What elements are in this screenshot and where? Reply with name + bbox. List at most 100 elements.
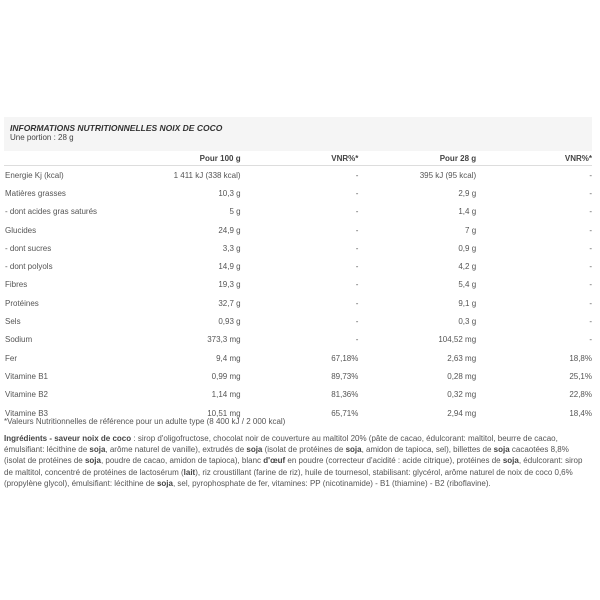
ingredient-text: : sirop d'oligofructose, chocolat noir d… bbox=[4, 434, 558, 455]
nutrient-value: 1,4 g bbox=[458, 207, 477, 217]
nutrient-value: 0,9 g bbox=[458, 243, 477, 253]
nutrition-table: Pour 100 g VNR%* Pour 28 g VNR%* Energie Kj… bbox=[4, 151, 592, 422]
table-row: Vitamine B2 1,14 mg 81,36% 0,32 mg 22,8% bbox=[4, 386, 592, 404]
nutrient-value: - bbox=[355, 317, 359, 327]
portion-size: Une portion : 28 g bbox=[10, 133, 74, 142]
ingredient-highlight: soja bbox=[493, 445, 510, 455]
nutrient-label: Glucides bbox=[5, 225, 37, 235]
ingredient-text: , poudre de cacao, amidon de tapioca), b… bbox=[100, 456, 264, 466]
nutrient-value: - bbox=[589, 298, 592, 308]
table-row: Matières grasses 10,3 g - 2,9 g - bbox=[4, 184, 592, 202]
ingredient-highlight: soja bbox=[84, 456, 101, 466]
table-row: Glucides 24,9 g - 7 g - bbox=[4, 221, 592, 239]
footnote: *Valeurs Nutritionnelles de référence po… bbox=[4, 417, 286, 426]
column-header: Pour 28 g bbox=[358, 151, 477, 166]
nutrient-label: Vitamine B2 bbox=[5, 390, 48, 400]
nutrient-label: Energie Kj (kcal) bbox=[5, 170, 64, 180]
nutrient-value: 2,9 g bbox=[458, 188, 477, 198]
nutrient-value: - bbox=[589, 225, 592, 235]
title-box: INFORMATIONS NUTRITIONNELLES NOIX DE COC… bbox=[4, 117, 592, 151]
nutrient-value: 10,51 mg bbox=[207, 408, 241, 418]
column-header bbox=[4, 151, 133, 166]
nutrient-label: - dont acides gras saturés bbox=[5, 207, 98, 217]
nutrient-label: Sodium bbox=[5, 335, 33, 345]
nutrient-value: 4,2 g bbox=[458, 262, 477, 272]
nutrient-label: Fibres bbox=[5, 280, 28, 290]
nutrient-value: 67,18% bbox=[331, 353, 359, 363]
ingredient-text: en poudre (correcteur d'acidité : acide … bbox=[285, 456, 503, 466]
table-row: Protéines 32,7 g - 9,1 g - bbox=[4, 294, 592, 312]
nutrient-value: - bbox=[589, 188, 592, 198]
page-title: INFORMATIONS NUTRITIONNELLES NOIX DE COC… bbox=[10, 123, 223, 133]
table-row: Fer 9,4 mg 67,18% 2,63 mg 18,8% bbox=[4, 349, 592, 367]
nutrient-value: 1,14 mg bbox=[211, 390, 241, 400]
nutrient-label: Sels bbox=[5, 317, 21, 327]
nutrient-value: 0,99 mg bbox=[211, 371, 241, 381]
nutrient-value: 81,36% bbox=[331, 390, 359, 400]
nutrient-label: Protéines bbox=[5, 298, 39, 308]
table-header: Pour 100 g VNR%* Pour 28 g VNR%* bbox=[4, 151, 592, 166]
nutrient-value: 2,63 mg bbox=[447, 353, 477, 363]
nutrient-value: - bbox=[589, 335, 592, 345]
nutrient-value: - bbox=[355, 243, 359, 253]
table-row: Fibres 19,3 g - 5,4 g - bbox=[4, 276, 592, 294]
nutrient-value: - bbox=[355, 298, 359, 308]
nutrient-value: - bbox=[355, 225, 359, 235]
nutrient-value: 9,1 g bbox=[458, 298, 477, 308]
nutrient-value: - bbox=[589, 170, 592, 180]
nutrient-label: Fer bbox=[5, 353, 17, 363]
nutrient-value: 5,4 g bbox=[458, 280, 477, 290]
ingredient-text: , amidon de tapioca, sel), billettes de bbox=[361, 445, 494, 455]
nutrient-label: Vitamine B1 bbox=[5, 371, 48, 381]
ingredient-highlight: soja bbox=[246, 445, 263, 455]
nutrient-value: 18,4% bbox=[569, 408, 592, 418]
ingredient-text: ), riz croustillant (farine de riz), hui… bbox=[4, 467, 573, 488]
nutrient-value: 0,28 mg bbox=[447, 371, 477, 381]
table-row: Sodium 373,3 mg - 104,52 mg - bbox=[4, 331, 592, 349]
table-row: Vitamine B3 10,51 mg 65,71% 2,94 mg 18,4% bbox=[4, 404, 592, 422]
ingredient-highlight: d'œuf bbox=[263, 456, 286, 466]
nutrient-value: 9,4 mg bbox=[216, 353, 241, 363]
nutrient-value: 24,9 g bbox=[218, 225, 241, 235]
nutrient-value: - bbox=[589, 262, 592, 272]
nutrient-value: - bbox=[589, 280, 592, 290]
ingredient-highlight: Ingrédients - saveur noix de coco bbox=[4, 434, 132, 443]
table-row: - dont acides gras saturés 5 g - 1,4 g - bbox=[4, 203, 592, 221]
nutrition-panel: INFORMATIONS NUTRITIONNELLES NOIX DE COC… bbox=[4, 117, 592, 422]
nutrient-value: 7 g bbox=[465, 225, 477, 235]
ingredient-highlight: soja bbox=[345, 445, 362, 455]
nutrient-value: - bbox=[355, 280, 359, 290]
nutrient-value: 2,94 mg bbox=[447, 408, 477, 418]
ingredient-highlight: soja bbox=[156, 478, 173, 488]
nutrient-value: 19,3 g bbox=[218, 280, 241, 290]
nutrient-label: Matières grasses bbox=[5, 188, 66, 198]
nutrient-value: - bbox=[589, 243, 592, 253]
ingredients-text: Ingrédients - saveur noix de coco : siro… bbox=[4, 433, 592, 489]
nutrient-value: 5 g bbox=[229, 207, 241, 217]
nutrient-value: 18,8% bbox=[569, 353, 592, 363]
nutrient-value: 3,3 g bbox=[222, 243, 241, 253]
ingredient-highlight: soja bbox=[89, 445, 106, 455]
table-row: Vitamine B1 0,99 mg 89,73% 0,28 mg 25,1% bbox=[4, 367, 592, 385]
nutrient-value: 373,3 mg bbox=[207, 335, 241, 345]
ingredient-text: (isolat de protéines de bbox=[262, 445, 346, 455]
ingredient-text: cacaotées 8,8% (isolat de protéines de bbox=[4, 445, 569, 466]
nutrient-value: 22,8% bbox=[569, 390, 592, 400]
nutrient-value: - bbox=[355, 170, 359, 180]
nutrient-value: - bbox=[589, 317, 592, 327]
table-row: Sels 0,93 g - 0,3 g - bbox=[4, 312, 592, 330]
nutrient-value: 0,93 g bbox=[218, 317, 241, 327]
nutrient-value: 25,1% bbox=[569, 371, 592, 381]
nutrient-value: - bbox=[355, 188, 359, 198]
nutrient-value: 104,52 mg bbox=[438, 335, 477, 345]
nutrient-value: - bbox=[355, 262, 359, 272]
nutrient-value: 0,32 mg bbox=[447, 390, 477, 400]
nutrient-value: 10,3 g bbox=[218, 188, 241, 198]
nutrient-value: 395 kJ (95 kcal) bbox=[419, 170, 477, 180]
nutrient-value: - bbox=[355, 207, 359, 217]
column-header: VNR%* bbox=[476, 151, 592, 166]
ingredient-text: , arôme naturel de vanille), extrudés de bbox=[105, 445, 247, 455]
nutrient-value: 14,9 g bbox=[218, 262, 241, 272]
column-header: Pour 100 g bbox=[132, 151, 241, 166]
table-row: - dont sucres 3,3 g - 0,9 g - bbox=[4, 239, 592, 257]
